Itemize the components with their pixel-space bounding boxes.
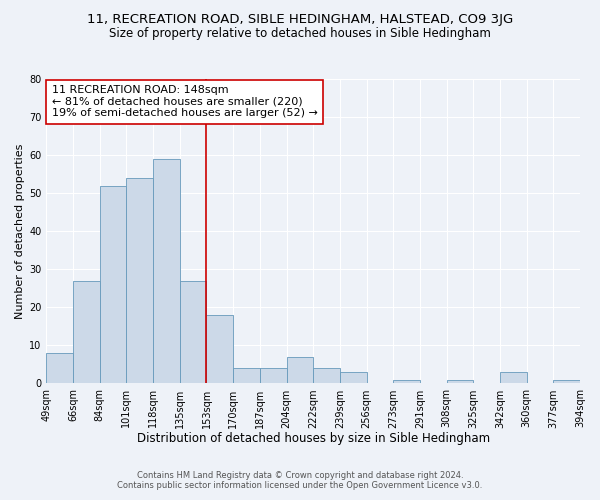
Bar: [340, 372, 367, 384]
Bar: [313, 368, 340, 384]
Bar: [446, 380, 473, 384]
X-axis label: Distribution of detached houses by size in Sible Hedingham: Distribution of detached houses by size …: [137, 432, 490, 445]
Text: Size of property relative to detached houses in Sible Hedingham: Size of property relative to detached ho…: [109, 28, 491, 40]
Text: Contains HM Land Registry data © Crown copyright and database right 2024.
Contai: Contains HM Land Registry data © Crown c…: [118, 470, 482, 490]
Bar: [46, 353, 73, 384]
Bar: [73, 280, 100, 384]
Bar: [553, 380, 580, 384]
Bar: [100, 186, 127, 384]
Y-axis label: Number of detached properties: Number of detached properties: [15, 144, 25, 319]
Bar: [233, 368, 260, 384]
Bar: [153, 159, 180, 384]
Bar: [180, 280, 206, 384]
Bar: [500, 372, 527, 384]
Bar: [127, 178, 153, 384]
Bar: [206, 315, 233, 384]
Bar: [393, 380, 420, 384]
Text: 11, RECREATION ROAD, SIBLE HEDINGHAM, HALSTEAD, CO9 3JG: 11, RECREATION ROAD, SIBLE HEDINGHAM, HA…: [87, 12, 513, 26]
Text: 11 RECREATION ROAD: 148sqm
← 81% of detached houses are smaller (220)
19% of sem: 11 RECREATION ROAD: 148sqm ← 81% of deta…: [52, 85, 317, 118]
Bar: [287, 357, 313, 384]
Bar: [260, 368, 287, 384]
